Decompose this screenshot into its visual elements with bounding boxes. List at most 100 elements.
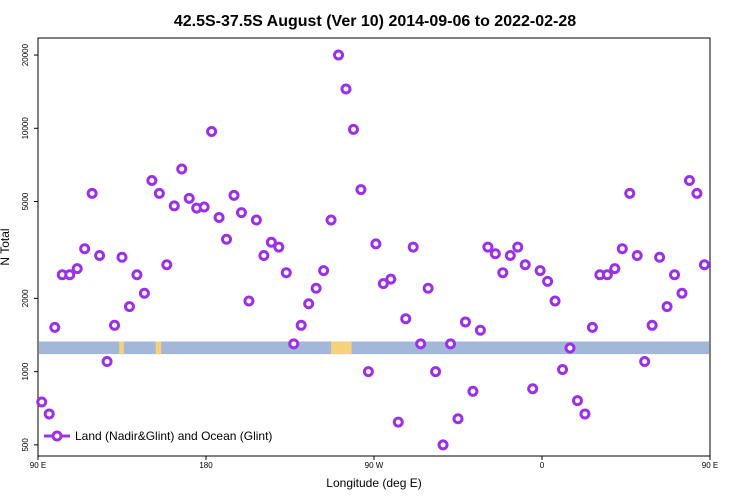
data-points	[36, 49, 710, 451]
data-point	[116, 251, 128, 263]
data-point	[586, 321, 598, 333]
data-point	[467, 385, 479, 397]
data-point	[624, 187, 636, 199]
data-point	[571, 395, 583, 407]
data-point	[430, 366, 442, 378]
data-point	[235, 207, 247, 219]
data-point	[183, 192, 195, 204]
legend-marker	[51, 430, 63, 442]
x-tick-label-2: 90 W	[365, 461, 384, 470]
data-point	[71, 263, 83, 275]
data-point	[362, 366, 374, 378]
data-point	[333, 49, 345, 61]
data-point	[683, 175, 695, 187]
data-point	[198, 201, 210, 213]
data-point	[153, 187, 165, 199]
data-point	[325, 214, 337, 226]
data-point	[459, 316, 471, 328]
data-point	[221, 233, 233, 245]
data-point	[631, 250, 643, 262]
y-tick-label-1: 1000	[21, 362, 30, 380]
y-tick-label-0: 500	[21, 438, 30, 452]
data-point	[138, 287, 150, 299]
data-point	[557, 364, 569, 376]
ocean-glint-band	[39, 341, 709, 355]
data-point	[519, 259, 531, 271]
data-point	[452, 413, 464, 425]
land-segment-1	[155, 341, 162, 355]
data-point	[564, 342, 576, 354]
data-point	[370, 238, 382, 250]
data-point	[228, 189, 240, 201]
data-point	[601, 269, 613, 281]
data-point	[542, 275, 554, 287]
y-axis-label: N Total	[0, 228, 12, 265]
y-tick-label-3: 5000	[21, 192, 30, 210]
data-point	[400, 313, 412, 325]
data-point	[295, 319, 307, 331]
data-point	[250, 214, 262, 226]
x-tick-label-0: 90 E	[30, 461, 46, 470]
data-point	[131, 269, 143, 281]
data-point	[146, 175, 158, 187]
data-point	[691, 187, 703, 199]
ocean-band	[39, 341, 709, 355]
data-point	[527, 383, 539, 395]
y-tick-label-2: 2000	[21, 289, 30, 307]
x-tick-label-4: 90 E	[702, 461, 718, 470]
data-point	[646, 319, 658, 331]
data-point	[303, 298, 315, 310]
data-point	[609, 263, 621, 275]
data-point	[482, 241, 494, 253]
data-point	[377, 278, 389, 290]
y-axis-ticks: 500 1000 2000 5000 10000 20000	[21, 43, 38, 452]
data-point	[206, 126, 218, 138]
data-point	[549, 295, 561, 307]
data-point	[273, 241, 285, 253]
data-point	[310, 282, 322, 294]
land-segment-0	[119, 341, 124, 355]
land-segment-2	[331, 341, 352, 355]
data-point	[109, 319, 121, 331]
data-point	[123, 301, 135, 313]
data-point	[661, 301, 673, 313]
data-point	[676, 287, 688, 299]
y-tick-label-5: 20000	[21, 43, 30, 66]
y-tick-label-4: 10000	[21, 117, 30, 140]
data-point	[579, 408, 591, 420]
data-point	[669, 269, 681, 281]
data-point	[497, 267, 509, 279]
data-point	[213, 211, 225, 223]
data-point	[36, 396, 48, 408]
data-point	[415, 338, 427, 350]
data-point	[86, 187, 98, 199]
chart-title: 42.5S-37.5S August (Ver 10) 2014-09-06 t…	[174, 13, 576, 30]
x-axis-ticks: 90 E 180 90 W 0 90 E	[30, 456, 718, 470]
data-point	[355, 184, 367, 196]
data-point	[407, 241, 419, 253]
data-point	[639, 356, 651, 368]
data-point	[489, 248, 501, 260]
data-point	[79, 243, 91, 255]
data-point	[161, 259, 173, 271]
x-axis-label: Longitude (deg E)	[326, 476, 421, 490]
data-point	[340, 83, 352, 95]
data-point	[176, 163, 188, 175]
x-tick-label-1: 180	[199, 461, 213, 470]
x-tick-label-3: 0	[540, 461, 545, 470]
data-point	[437, 439, 449, 451]
data-point	[258, 250, 270, 262]
data-point	[422, 282, 434, 294]
data-point	[504, 250, 516, 262]
data-point	[318, 265, 330, 277]
data-point	[385, 273, 397, 285]
data-point	[392, 416, 404, 428]
data-point	[64, 269, 76, 281]
data-point	[474, 324, 486, 336]
data-point	[534, 265, 546, 277]
data-point	[347, 123, 359, 135]
data-point	[168, 200, 180, 212]
data-point	[280, 267, 292, 279]
data-point	[445, 338, 457, 350]
